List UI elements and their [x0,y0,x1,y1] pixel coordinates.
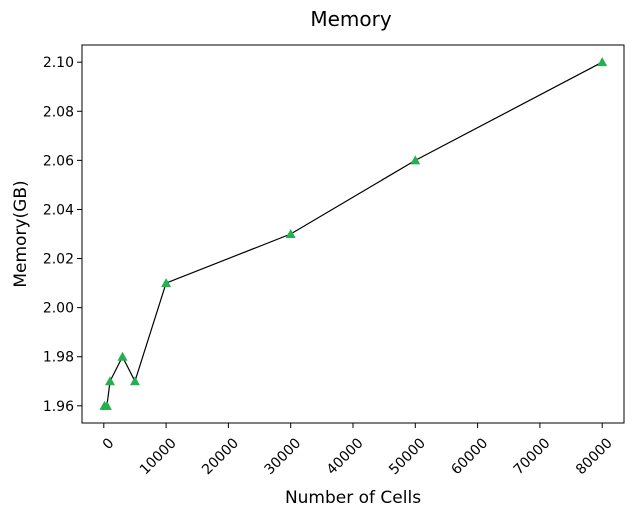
x-tick-label: 80000 [573,435,616,478]
y-tick-label: 1.96 [43,399,74,415]
y-tick-label: 2.08 [43,104,74,120]
y-tick-label: 2.10 [43,55,74,71]
x-axis-label: Number of Cells [285,488,421,508]
y-tick-label: 2.00 [43,301,74,317]
plot-area [81,44,625,424]
y-tick-label: 1.98 [43,350,74,366]
data-point-marker [410,155,421,165]
x-tick-label: 70000 [511,435,554,478]
x-tick-label: 50000 [386,435,429,478]
y-tick-label: 2.02 [43,252,74,268]
data-point-marker [285,229,296,238]
y-axis-ticks: 1.96 1.98 2.00 2.02 2.04 2.06 2.08 2.10 [43,55,82,415]
chart-title: Memory [310,7,392,31]
x-axis-ticks: 0 10000 20000 30000 40000 50000 60000 70000 8000… [100,423,616,478]
x-tick-label: 20000 [199,435,242,478]
x-tick-label: 30000 [262,435,305,478]
y-tick-label: 2.04 [43,202,74,218]
x-tick-label: 10000 [137,435,180,478]
y-tick-label: 2.06 [43,153,74,169]
x-tick-label: 60000 [448,435,491,478]
y-axis-label: Memory(GB) [11,180,31,287]
x-tick-label: 40000 [324,435,367,478]
data-point-marker [129,376,140,386]
data-point-marker [597,57,608,67]
series-line [104,61,603,407]
data-point-marker [117,351,128,361]
series-layer [99,57,608,410]
data-point-marker [101,400,112,410]
data-point-marker [105,376,116,386]
x-tick-label: 0 [100,435,118,453]
data-point-marker [161,278,172,288]
